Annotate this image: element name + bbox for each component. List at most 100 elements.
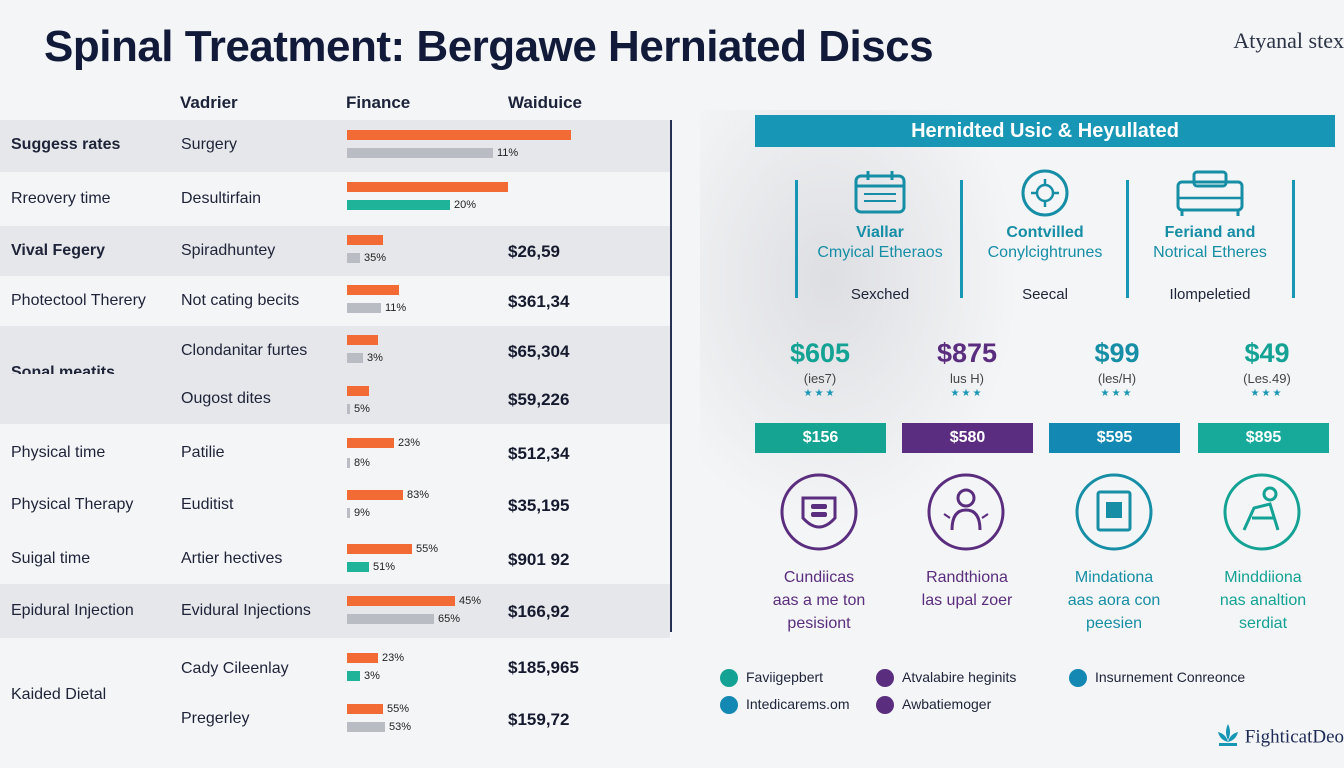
legend-item: Awbatiemoger (876, 696, 991, 715)
feature-separator (1292, 180, 1295, 298)
feature-subtitle: Cmyical Etheraos (817, 244, 943, 261)
footer-brand: FighticatDeo (1215, 722, 1344, 754)
table-row[interactable]: Suigal time Artier hectives 55% 51% $901 92 (0, 530, 670, 584)
rating-stars-icon: ★★★ (1100, 388, 1134, 399)
calendar-icon (852, 168, 908, 218)
card-caption: Minddiiona nas analtion serdiat (1219, 569, 1307, 632)
bar-percent-label: 20% (454, 199, 477, 211)
table-row[interactable]: Pregerley 55% 53% $159,72 (0, 696, 670, 746)
teal-bar (347, 200, 450, 210)
price-chip[interactable]: $895 (1198, 423, 1329, 453)
rating-stars-icon: ★★★ (950, 388, 984, 399)
feature-note: Ilompeletied (1169, 286, 1251, 303)
cost-value: $159,72 (508, 710, 570, 729)
treatment-name: Patilie (181, 444, 225, 461)
bar-percent-label: 3% (364, 670, 380, 682)
legend-dot-icon (720, 669, 738, 688)
treatment-name: Cady Cileenlay (181, 660, 289, 677)
cost-value: $185,965 (508, 658, 579, 677)
feature-card-3[interactable]: Feriand and Notrical Etheres Ilompeletie… (1130, 168, 1290, 303)
bar-percent-label: 3% (367, 352, 383, 364)
gray-bar (347, 353, 363, 363)
page-title: Spinal Treatment: Bergawe Herniated Disc… (44, 22, 934, 71)
price-chip[interactable]: $580 (902, 423, 1033, 453)
row-label: Photectool Therery (11, 292, 146, 309)
gray-bar (347, 303, 381, 313)
cost-value: $901 92 (508, 550, 570, 569)
bar-percent-label: 45% (459, 595, 482, 607)
row-label: Physical time (11, 444, 106, 461)
cost-value: $35,195 (508, 496, 570, 515)
orange-bar (347, 653, 378, 663)
legend-item: Faviigepbert (720, 669, 823, 688)
table-row[interactable]: Sonal meatits Clondanitar furtes 3% $65,304 (0, 326, 670, 381)
orange-bar (347, 490, 403, 500)
cost-value: $59,226 (508, 390, 570, 409)
feature-separator (795, 180, 798, 298)
row-label: Physical Therapy (11, 496, 134, 513)
orange-bar (347, 596, 455, 606)
orange-bar (347, 235, 383, 245)
price-amount: $875 (936, 338, 998, 368)
orange-bar (347, 182, 508, 192)
table-row[interactable]: Physical time Patilie 23% 8% $512,34 (0, 424, 670, 478)
price-subtext: lus H) (950, 371, 984, 386)
background-figure (700, 110, 1020, 530)
price-chip[interactable]: $595 (1049, 423, 1180, 453)
feature-separator (960, 180, 963, 298)
orange-bar (347, 130, 571, 140)
orange-bar (347, 335, 378, 345)
bar-percent-label: 83% (407, 489, 430, 501)
virus-icon (1017, 168, 1073, 218)
treatment-name: Not cating becits (181, 292, 300, 309)
brand-logo-text: Atyanal stex (1233, 28, 1344, 53)
treatment-name: Ougost dites (181, 390, 271, 407)
legend-dot-icon (876, 696, 894, 715)
price-amount: $99 (1094, 338, 1140, 368)
legend-dot-icon (1069, 669, 1087, 688)
card-caption: Cundiicas aas a me ton pesisiont (772, 569, 866, 632)
gray-bar (347, 614, 434, 624)
table-row[interactable]: Photectool Therery Not cating becits 11% $3… (0, 276, 670, 326)
rating-stars-icon: ★★★ (1250, 388, 1284, 399)
teal-bar (347, 671, 360, 681)
table-row[interactable]: Physical Therapy Euditist 83% 9% $35,195 (0, 478, 670, 530)
table-row[interactable]: Ougost dites 5% $59,226 (0, 374, 670, 424)
column-header-1: Vadrier (180, 93, 238, 112)
spine-icon (779, 472, 859, 552)
therapy-room-icon (1074, 472, 1154, 552)
bar-percent-label: 23% (398, 437, 421, 449)
orange-bar (347, 386, 369, 396)
treatment-name: Spiradhuntey (181, 242, 276, 259)
gray-bar (347, 508, 350, 518)
table-row[interactable]: Suggess rates Surgery 11% (0, 120, 670, 172)
legend-item: Atvalabire heginits (876, 669, 1016, 688)
patient-pain-icon (926, 472, 1006, 552)
feature-card-2[interactable]: Contvilled Conylcightrunes Seecal (965, 168, 1125, 303)
caregiver-icon (1222, 472, 1302, 552)
orange-bar (347, 704, 383, 714)
treatment-name: Clondanitar furtes (181, 342, 308, 359)
treatment-name: Pregerley (181, 710, 250, 727)
row-label: Suggess rates (11, 136, 121, 153)
table-divider (670, 120, 672, 632)
legend-item: Insurnement Conreonce (1069, 669, 1245, 688)
price-subtext: (Les.49) (1243, 371, 1291, 386)
bar-percent-label: 9% (354, 507, 370, 519)
treatment-name: Desultirfain (181, 190, 262, 207)
feature-separator (1126, 180, 1129, 298)
legend-item: Intedicarems.om (720, 696, 849, 715)
feature-card-1[interactable]: Viallar Cmyical Etheraos Sexched (800, 168, 960, 303)
feature-title: Contvilled (1006, 224, 1084, 241)
feature-subtitle: Conylcightrunes (987, 244, 1103, 261)
treatment-name: Artier hectives (181, 550, 283, 567)
price-chip[interactable]: $156 (755, 423, 886, 453)
feature-title: Viallar (856, 224, 904, 241)
table-row[interactable]: Epidural Injection Evidural Injections 45%… (0, 584, 670, 638)
table-row[interactable]: Vival Fegery Spiradhuntey 35% $26,59 (0, 226, 670, 276)
bar-percent-label: 55% (387, 703, 410, 715)
row-label: Rreovery time (11, 190, 111, 207)
table-row[interactable]: Kaided Dietal Cady Cileenlay 23% 3% $185,965 (0, 638, 670, 703)
column-header-2: Finance (346, 93, 411, 112)
table-row[interactable]: Rreovery time Desultirfain 20% (0, 172, 670, 226)
